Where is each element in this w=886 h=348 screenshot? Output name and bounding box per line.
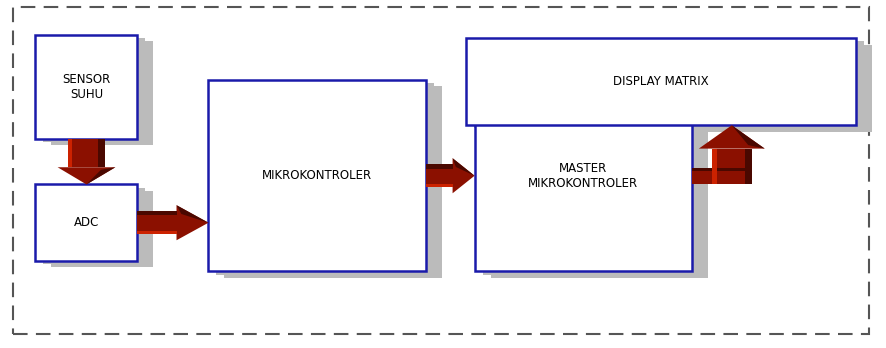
Bar: [35, 35, 137, 139]
Polygon shape: [452, 158, 474, 193]
Bar: [98, 139, 105, 167]
Bar: [208, 80, 425, 271]
Bar: [490, 86, 707, 278]
Polygon shape: [452, 158, 474, 176]
Text: MASTER
MIKROKONTROLER: MASTER MIKROKONTROLER: [527, 162, 638, 190]
Polygon shape: [87, 167, 115, 184]
Bar: [137, 212, 176, 215]
Bar: [43, 188, 145, 264]
Bar: [711, 149, 751, 184]
Bar: [137, 211, 176, 234]
Bar: [137, 231, 176, 234]
Bar: [67, 139, 73, 167]
Bar: [425, 164, 452, 187]
Polygon shape: [176, 205, 208, 223]
Bar: [743, 149, 750, 184]
Bar: [425, 165, 452, 168]
Bar: [711, 149, 716, 184]
Bar: [691, 168, 750, 184]
Bar: [465, 38, 855, 125]
Bar: [482, 83, 699, 275]
Text: DISPLAY MATRIX: DISPLAY MATRIX: [612, 75, 708, 88]
Text: ADC: ADC: [74, 216, 99, 229]
Bar: [35, 184, 137, 261]
Bar: [43, 38, 145, 142]
Bar: [51, 191, 153, 267]
Bar: [473, 41, 863, 128]
Polygon shape: [731, 125, 764, 149]
Bar: [481, 45, 871, 132]
Polygon shape: [176, 205, 208, 240]
Bar: [691, 168, 750, 171]
Polygon shape: [58, 167, 115, 184]
Text: MIKROKONTROLER: MIKROKONTROLER: [261, 169, 372, 182]
Bar: [51, 41, 153, 145]
Bar: [67, 139, 105, 167]
Bar: [224, 86, 441, 278]
Polygon shape: [698, 125, 764, 149]
Text: SENSOR
SUHU: SENSOR SUHU: [62, 73, 111, 101]
Bar: [216, 83, 433, 275]
Bar: [425, 184, 452, 187]
Bar: [474, 80, 691, 271]
